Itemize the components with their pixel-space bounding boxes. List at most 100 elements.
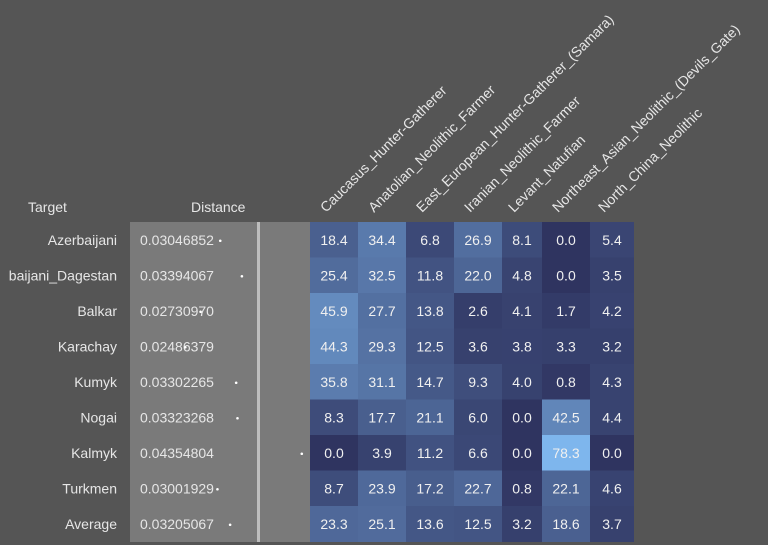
- distance-divider: [257, 222, 260, 542]
- heatmap-cell: [454, 257, 502, 294]
- heatmap-cell: [590, 328, 634, 365]
- heatmap-cell: [502, 470, 542, 507]
- heatmap-cell-label: 6.0: [468, 409, 488, 425]
- heatmap-cell: [590, 506, 634, 542]
- heatmap-cell-label: 18.6: [552, 516, 579, 532]
- heatmap-cell: [542, 399, 590, 436]
- target-header: Target: [28, 199, 67, 215]
- distance-dot: [240, 274, 244, 278]
- heatmap-cell: [454, 364, 502, 400]
- heatmap-cell-label: 1.7: [556, 303, 576, 319]
- distance-header: Distance: [191, 199, 246, 215]
- table-row: baijani_Dagestan 0.03394067 25.4 32.5 11.8 22…: [9, 257, 634, 294]
- heatmap-cell: [590, 470, 634, 507]
- distance-value: 0.03302265: [140, 374, 214, 390]
- heatmap-cell: [358, 470, 406, 507]
- heatmap-cell-label: 22.7: [464, 480, 491, 496]
- heatmap-cell-label: 11.8: [417, 267, 443, 283]
- heatmap-cell-label: 0.8: [556, 374, 576, 390]
- heatmap-cell-label: 18.4: [320, 232, 347, 248]
- heatmap-cell-label: 0.0: [512, 445, 532, 461]
- heatmap-cell-label: 13.6: [416, 516, 443, 532]
- row-label: Karachay: [58, 338, 117, 354]
- heatmap-cell: [406, 293, 454, 329]
- heatmap-cell-label: 17.2: [416, 480, 443, 496]
- heatmap-cell: [454, 293, 502, 329]
- table-row: Average 0.03205067 23.3 25.1 13.6 12.5 3.2 18.6…: [65, 506, 634, 542]
- table-row: Balkar 0.02730970 45.9 27.7 13.8 2.6 4.1 1.7 4.2: [77, 293, 634, 329]
- heatmap-cell-label: 4.3: [602, 374, 622, 390]
- heatmap-cell-label: 3.9: [372, 445, 392, 461]
- heatmap-cell: [542, 222, 590, 258]
- distance-value: 0.03046852: [140, 232, 214, 248]
- distance-value: 0.04354804: [140, 445, 214, 461]
- heatmap-cell-label: 3.2: [512, 516, 532, 532]
- row-label: Balkar: [77, 303, 117, 319]
- table-row: Turkmen 0.03001929 8.7 23.9 17.2 22.7 0.8 22.1 4…: [62, 470, 634, 507]
- row-label: baijani_Dagestan: [9, 267, 117, 283]
- heatmap-cell: [358, 257, 406, 294]
- heatmap-cell: [310, 328, 358, 365]
- distance-value: 0.03323268: [140, 409, 214, 425]
- heatmap-cell: [590, 364, 634, 400]
- heatmap-cell-label: 23.3: [320, 516, 347, 532]
- heatmap-cell: [542, 293, 590, 329]
- heatmap-cell-label: 0.0: [556, 267, 576, 283]
- heatmap-cell-label: 3.7: [602, 516, 622, 532]
- distance-value: 0.02730970: [140, 303, 214, 319]
- heatmap-cell-label: 2.6: [468, 303, 488, 319]
- heatmap-cell: [454, 399, 502, 436]
- heatmap-cell: [502, 257, 542, 294]
- heatmap-cell-label: 0.0: [512, 409, 532, 425]
- heatmap-cell-label: 8.1: [512, 232, 532, 248]
- distance-dot: [218, 239, 222, 243]
- heatmap-cell-label: 26.9: [464, 232, 491, 248]
- heatmap-cell-label: 8.3: [324, 409, 344, 425]
- row-label: Kumyk: [74, 374, 118, 390]
- heatmap-cell-label: 4.0: [512, 374, 532, 390]
- heatmap-cell: [406, 257, 454, 294]
- heatmap-cell-label: 23.9: [368, 480, 395, 496]
- heatmap-cell-label: 3.6: [468, 338, 488, 354]
- table-row: Azerbaijani 0.03046852 18.4 34.4 6.8 26.9 8.1 0…: [48, 222, 634, 258]
- heatmap-cell: [590, 293, 634, 329]
- heatmap-cell-label: 17.7: [368, 409, 395, 425]
- heatmap-cell-label: 4.6: [602, 480, 622, 496]
- distance-dot: [300, 452, 304, 456]
- table-row: Kalmyk 0.04354804 0.0 3.9 11.2 6.6 0.0 78.3 0.0: [71, 435, 634, 471]
- heatmap-cell-label: 44.3: [320, 338, 347, 354]
- heatmap-cell-label: 35.8: [320, 374, 347, 390]
- heatmap-cell-label: 42.5: [552, 409, 579, 425]
- distance-dot: [199, 310, 202, 314]
- heatmap-cell: [358, 364, 406, 400]
- heatmap-cell-label: 0.0: [556, 232, 576, 248]
- heatmap-cell-label: 6.6: [468, 445, 488, 461]
- heatmap-cell: [454, 470, 502, 507]
- heatmap-cell: [358, 399, 406, 436]
- heatmap-cell: [454, 222, 502, 258]
- table-rows: Azerbaijani 0.03046852 18.4 34.4 6.8 26.9 8.1 0…: [9, 222, 634, 542]
- heatmap-cell-label: 3.5: [602, 267, 622, 283]
- heatmap-cell-label: 13.8: [416, 303, 443, 319]
- heatmap-cell: [454, 328, 502, 365]
- heatmap-cell: [406, 435, 454, 471]
- heatmap-cell: [542, 364, 590, 400]
- heatmap-cell: [358, 435, 406, 471]
- heatmap-cell: [310, 364, 358, 400]
- heatmap-cell: [542, 257, 590, 294]
- heatmap-cell: [590, 257, 634, 294]
- heatmap-cell-label: 5.4: [602, 232, 622, 248]
- heatmap-cell-label: 4.1: [512, 303, 532, 319]
- heatmap-cell-label: 6.8: [420, 232, 440, 248]
- heatmap-cell-label: 25.1: [368, 516, 395, 532]
- heatmap-cell: [454, 506, 502, 542]
- heatmap-cell: [502, 222, 542, 258]
- heatmap-cell-label: 3.3: [556, 338, 576, 354]
- heatmap-cell-label: 22.0: [464, 267, 491, 283]
- heatmap-cell: [358, 293, 406, 329]
- heatmap-cell-label: 0.0: [602, 445, 622, 461]
- heatmap-cell-label: 4.2: [602, 303, 622, 319]
- heatmap-cell: [358, 222, 406, 258]
- heatmap-cell-label: 4.8: [512, 267, 532, 283]
- table-row: Kumyk 0.03302265 35.8 31.1 14.7 9.3 4.0 0.8 4.3: [74, 364, 634, 400]
